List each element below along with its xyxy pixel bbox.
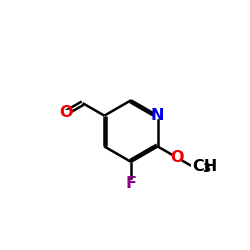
Text: F: F <box>126 176 136 190</box>
Text: CH: CH <box>193 159 218 174</box>
Bar <box>173 155 180 160</box>
Bar <box>128 180 134 186</box>
Text: O: O <box>59 105 73 120</box>
Bar <box>62 110 70 116</box>
Text: N: N <box>151 108 164 123</box>
Text: 3: 3 <box>202 162 210 175</box>
Text: O: O <box>170 150 183 165</box>
Bar <box>154 113 161 118</box>
Bar <box>191 164 206 170</box>
